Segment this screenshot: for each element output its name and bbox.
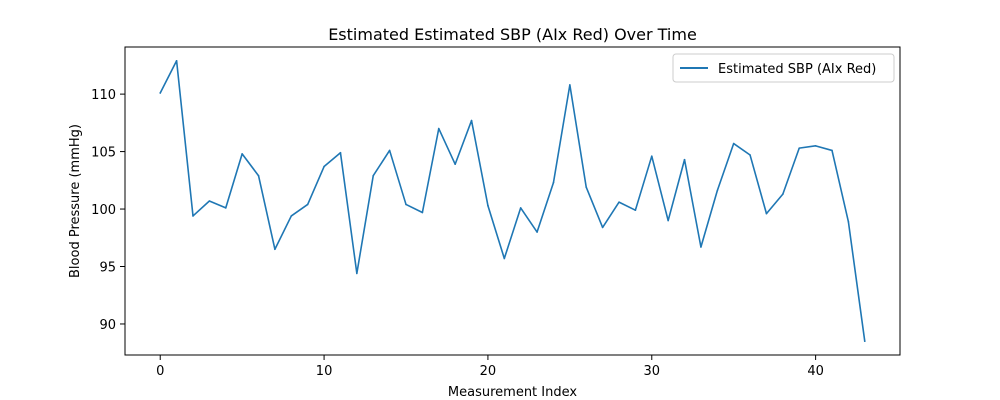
data-point (159, 92, 162, 94)
data-point (257, 174, 260, 177)
data-point (405, 203, 407, 206)
data-point (519, 207, 522, 209)
y-tick-label: 95 (99, 261, 116, 276)
data-point (601, 226, 604, 229)
data-point (274, 248, 276, 251)
data-point (437, 127, 440, 130)
data-point (306, 203, 309, 206)
data-point (782, 193, 784, 195)
data-point (618, 201, 620, 203)
data-point (356, 272, 358, 275)
data-point (241, 153, 243, 155)
series-lines (159, 59, 866, 343)
plot-area-frame (124, 46, 901, 356)
data-point (700, 246, 702, 248)
data-point (814, 145, 817, 147)
data-points (159, 59, 866, 343)
data-point (339, 151, 342, 154)
axis-ticks: 0 10 20 30 40 90 95 100 105 110 (91, 88, 824, 379)
data-point (585, 186, 588, 189)
legend-box (672, 53, 895, 83)
data-point (487, 204, 489, 207)
legend: Estimated SBP (AIx Red) (672, 53, 895, 83)
series-line (159, 59, 866, 343)
data-point (569, 84, 571, 86)
x-tick-label: 40 (807, 364, 824, 379)
x-axis-label: Measurement Index (448, 385, 577, 400)
data-point (634, 209, 637, 211)
data-point (798, 147, 801, 149)
data-point (470, 119, 473, 122)
data-point (667, 219, 669, 222)
x-tick-label: 0 (156, 364, 164, 379)
data-point (650, 155, 653, 157)
data-point (863, 340, 866, 343)
y-tick-label: 100 (91, 203, 116, 218)
chart-title: Estimated Estimated SBP (AIx Red) Over T… (328, 25, 697, 44)
data-point (732, 142, 735, 145)
data-point (388, 149, 391, 152)
x-tick-label: 10 (316, 364, 333, 379)
data-point (454, 163, 456, 166)
y-axis-label: Blood Pressure (mmHg) (68, 124, 83, 278)
data-point (192, 215, 194, 217)
x-tick-label: 20 (480, 364, 497, 379)
y-tick-label: 110 (91, 88, 116, 103)
data-point (536, 231, 538, 233)
legend-label: Estimated SBP (AIx Red) (718, 62, 876, 77)
data-point (847, 220, 850, 223)
data-point (175, 59, 178, 62)
y-tick-label: 90 (99, 318, 116, 333)
data-point (749, 154, 751, 156)
data-point (765, 212, 768, 215)
data-point (323, 165, 325, 168)
data-point (290, 215, 293, 217)
y-tick-label: 105 (91, 146, 116, 161)
data-point (552, 181, 555, 184)
data-point (683, 158, 686, 161)
data-point (421, 211, 424, 214)
data-point (224, 207, 227, 209)
x-tick-label: 30 (643, 364, 660, 379)
data-point (831, 149, 833, 152)
data-point (208, 200, 211, 202)
data-point (372, 174, 375, 177)
data-point (503, 257, 506, 260)
data-point (716, 189, 719, 192)
